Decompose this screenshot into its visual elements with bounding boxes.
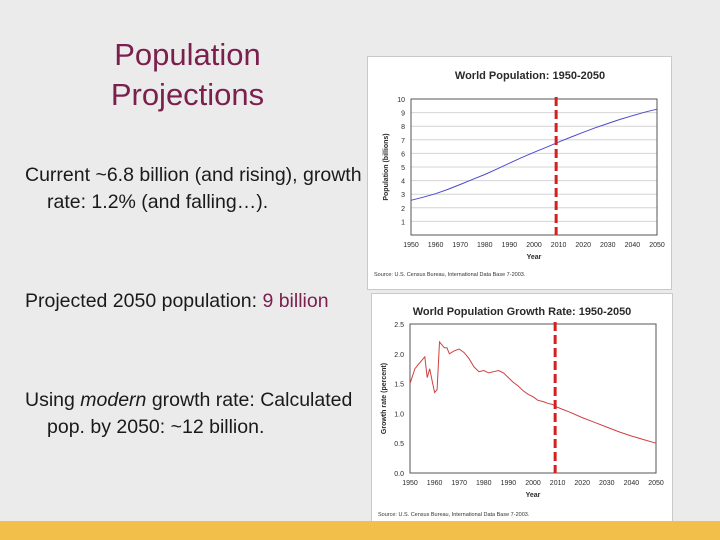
population-chart-ytick-label: 2 [401,206,405,213]
population-chart-xtick-label: 1950 [403,242,419,249]
growth-rate-chart-xtick-label: 1970 [451,480,467,487]
population-chart-ytick-label: 3 [401,192,405,199]
slide-title-line2: Projections [110,77,265,112]
population-chart-title: World Population: 1950-2050 [455,70,605,82]
population-chart-series-line [410,108,658,201]
bullet-modern-prefix: Using [25,389,81,411]
slide-title: Population Projections [60,35,315,115]
population-chart-ylabel: Population (billions) [383,133,390,200]
population-chart-plot-frame [410,98,658,236]
growth-rate-chart-ytick-label: 2.0 [394,352,404,359]
population-chart-ytick-label: 10 [397,97,405,104]
growth-rate-chart-xtick-label: 1950 [402,480,418,487]
population-chart-ytick-label: 5 [401,165,405,172]
slide-title-line1: Population [114,37,261,72]
population-chart-ytick-label: 9 [401,111,405,118]
population-chart-svg: World Population: 1950-2050 1 2 3 4 5 6 7 8 9 10 19… [374,70,665,278]
growth-rate-chart-source: Source: U.S. Census Bureau, Internationa… [378,512,530,518]
bullet-modern-emphasis: modern [80,389,147,411]
growth-rate-chart-ylabel: Growth rate (percent) [381,363,388,434]
growth-rate-chart-xtick-label: 1980 [476,480,492,487]
population-chart-source: Source: U.S. Census Bureau, Internationa… [374,272,526,278]
growth-rate-chart-plot-frame [409,323,657,474]
population-chart-xtick-label: 2000 [526,242,542,249]
growth-rate-chart-ytick-label: 0.0 [394,471,404,478]
population-chart-ytick-label: 1 [401,219,405,226]
growth-rate-chart: World Population Growth Rate: 1950-2050 0… [371,293,673,524]
population-chart-ytick-label: 8 [401,124,405,131]
growth-rate-chart-xtick-label: 1960 [427,480,443,487]
bottom-accent-bar [0,521,720,540]
growth-rate-chart-xtick-label: 2040 [624,480,640,487]
growth-rate-chart-xtick-label: 1990 [501,480,517,487]
population-chart: World Population: 1950-2050 1 2 3 4 5 6 7 8 9 10 19… [367,56,672,290]
growth-rate-chart-title: World Population Growth Rate: 1950-2050 [413,306,632,318]
bullet-modern-suffix: growth rate: Calculated pop. by 2050: ~1… [47,389,353,438]
population-chart-xtick-label: 2010 [551,242,567,249]
population-chart-xlabel: Year [527,254,542,261]
bullet-projected: Projected 2050 population: 9 billion [25,288,377,315]
population-chart-ytick-label: 4 [401,179,405,186]
population-chart-xtick-label: 2030 [600,242,616,249]
bullet-current: Current ~6.8 billion (and rising), growt… [25,162,377,216]
bullet-modern-rate: Using modern growth rate: Calculated pop… [25,387,377,441]
population-chart-ytick-label: 6 [401,151,405,158]
growth-rate-chart-xtick-label: 2030 [599,480,615,487]
population-chart-xtick-label: 1970 [452,242,468,249]
growth-rate-chart-xtick-label: 2050 [648,480,664,487]
growth-rate-chart-xtick-label: 2000 [525,480,541,487]
growth-rate-chart-series-line [409,340,657,444]
bullet-projected-text: Projected 2050 population: [25,290,263,312]
bullet-current-text: Current ~6.8 billion (and rising), growt… [25,164,362,213]
growth-rate-chart-ytick-label: 1.5 [394,382,404,389]
growth-rate-chart-ytick-label: 0.5 [394,441,404,448]
population-chart-xtick-label: 1980 [477,242,493,249]
population-chart-xtick-label: 2050 [649,242,665,249]
population-chart-ytick-label: 7 [401,138,405,145]
growth-rate-chart-xlabel: Year [526,492,541,499]
population-chart-xtick-label: 1990 [502,242,518,249]
growth-rate-chart-xtick-label: 2010 [550,480,566,487]
growth-rate-chart-svg: World Population Growth Rate: 1950-2050 0… [378,306,664,518]
growth-rate-chart-ytick-label: 1.0 [394,411,404,418]
population-chart-xtick-label: 1960 [428,242,444,249]
growth-rate-chart-ytick-label: 2.5 [394,322,404,329]
population-chart-xtick-label: 2020 [575,242,591,249]
population-chart-xtick-label: 2040 [625,242,641,249]
growth-rate-chart-xtick-label: 2020 [574,480,590,487]
bullet-projected-value: 9 billion [262,290,329,312]
